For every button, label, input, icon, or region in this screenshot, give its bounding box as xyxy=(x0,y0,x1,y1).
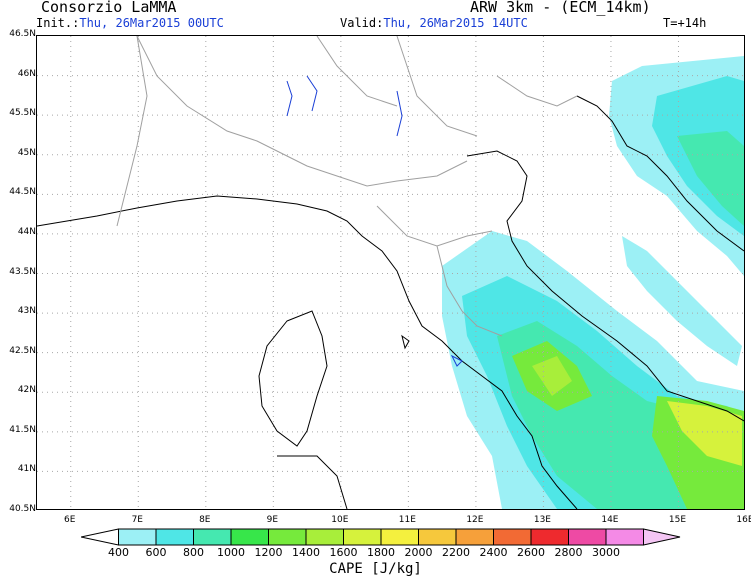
lon-label: 16E xyxy=(736,515,751,525)
colorbar-tick-label: 600 xyxy=(145,546,167,559)
lat-label: 45.5N xyxy=(9,108,36,119)
cape-area-gargano xyxy=(667,401,742,466)
colorbar-tick-label: 1200 xyxy=(254,546,283,559)
tyrrhenian-coast xyxy=(37,195,578,509)
lon-label: 13E xyxy=(533,515,551,525)
colorbar-swatch xyxy=(455,528,494,546)
adriatic-coast-italy xyxy=(466,150,744,422)
lon-label: 14E xyxy=(601,515,619,525)
france-border xyxy=(116,36,148,227)
elba-island xyxy=(401,334,410,350)
alpine-border xyxy=(136,36,468,187)
lat-lon-grid xyxy=(37,36,744,509)
lon-label: 6E xyxy=(64,515,76,525)
init-value: Thu, 26Mar2015 00UTC xyxy=(79,16,224,30)
colorbar-tick-label: 800 xyxy=(183,546,204,559)
lon-label: 8E xyxy=(199,515,211,525)
colorbar-tick-label: 2600 xyxy=(517,546,545,559)
model-title: ARW 3km - (ECM_14km) xyxy=(470,0,651,16)
colorbar-swatch xyxy=(568,528,607,546)
lat-label: 40.5N xyxy=(9,504,36,514)
colorbar-tick-label: 1800 xyxy=(367,546,395,559)
lat-label: 46N xyxy=(17,68,36,79)
lon-label: 7E xyxy=(131,515,143,525)
colorbar-tick-label: 400 xyxy=(108,546,129,559)
lakes xyxy=(286,75,463,367)
colorbar-swatch xyxy=(605,528,644,546)
map-panel xyxy=(36,35,745,510)
slovenia-border xyxy=(496,75,578,107)
austria-border xyxy=(396,36,478,137)
org-title: Consorzio LaMMA xyxy=(41,0,177,16)
adriatic-coast-east xyxy=(576,95,744,252)
swiss-border xyxy=(316,36,398,107)
colorbar-swatch xyxy=(343,528,382,546)
colorbar-swatch xyxy=(268,528,307,546)
colorbar-tick-label: 1600 xyxy=(329,546,358,559)
regional-border-north xyxy=(376,205,493,247)
lat-label: 42N xyxy=(17,385,36,396)
colorbar-swatch xyxy=(418,528,457,546)
colorbar-tick-label: 2200 xyxy=(442,546,470,559)
national-borders xyxy=(116,36,578,337)
colorbar-swatch xyxy=(155,528,194,546)
colorbar-swatch xyxy=(643,528,681,546)
lon-label: 11E xyxy=(398,515,416,525)
lat-label: 45N xyxy=(17,147,36,158)
lake-bolsena xyxy=(450,354,463,367)
init-label: Init.: xyxy=(36,16,80,30)
colorbar-swatch xyxy=(118,528,157,546)
colorbar-swatch xyxy=(530,528,569,546)
valid-label: Valid: xyxy=(340,16,384,30)
colorbar-title: CAPE [J/kg] xyxy=(329,561,422,577)
colorbar-swatch xyxy=(230,528,269,546)
lake-como xyxy=(306,75,318,112)
colorbar-swatch xyxy=(193,528,232,546)
colorbar-min-arrow xyxy=(81,528,119,546)
lat-label: 43N xyxy=(17,306,36,317)
lat-label: 44.5N xyxy=(9,187,36,198)
corsica xyxy=(258,310,328,447)
lake-garda xyxy=(396,90,403,137)
lon-label: 15E xyxy=(668,515,687,525)
colorbar-tick-label: 3000 xyxy=(592,546,620,559)
colorbar-swatch xyxy=(380,528,419,546)
colorbar-tick-label: 1400 xyxy=(292,546,320,559)
colorbar xyxy=(81,528,681,546)
colorbar-swatch xyxy=(305,528,344,546)
valid-time: Valid:Thu, 26Mar2015 14UTC xyxy=(340,16,528,30)
colorbar-tick-label: 2800 xyxy=(554,546,583,559)
colorbar-tick-label: 2400 xyxy=(479,546,508,559)
cape-area-adriatic-streak xyxy=(622,236,742,366)
cape-map xyxy=(37,36,744,509)
cape-field xyxy=(442,56,744,509)
cape-area-core xyxy=(532,356,572,396)
lon-label: 9E xyxy=(266,515,279,525)
lat-label: 44N xyxy=(17,226,36,237)
lat-label: 41.5N xyxy=(9,424,36,435)
lat-label: 46.5N xyxy=(9,29,36,39)
colorbar-tick-label: 2000 xyxy=(404,546,433,559)
lake-maggiore xyxy=(286,80,293,117)
colorbar-tick-label: 1000 xyxy=(217,546,245,559)
valid-value: Thu, 26Mar2015 14UTC xyxy=(383,16,528,30)
lon-label: 10E xyxy=(331,515,349,525)
lat-label: 41N xyxy=(17,464,36,475)
sardinia-north xyxy=(277,455,348,509)
coastlines xyxy=(37,95,744,509)
regional-border-central xyxy=(436,245,503,337)
colorbar-swatch xyxy=(493,528,532,546)
lat-label: 43.5N xyxy=(9,266,36,277)
lat-label: 42.5N xyxy=(9,345,36,356)
lon-label: 12E xyxy=(466,515,484,525)
init-time: Init.:Thu, 26Mar2015 00UTC xyxy=(36,16,224,30)
forecast-step: T=+14h xyxy=(663,16,707,30)
